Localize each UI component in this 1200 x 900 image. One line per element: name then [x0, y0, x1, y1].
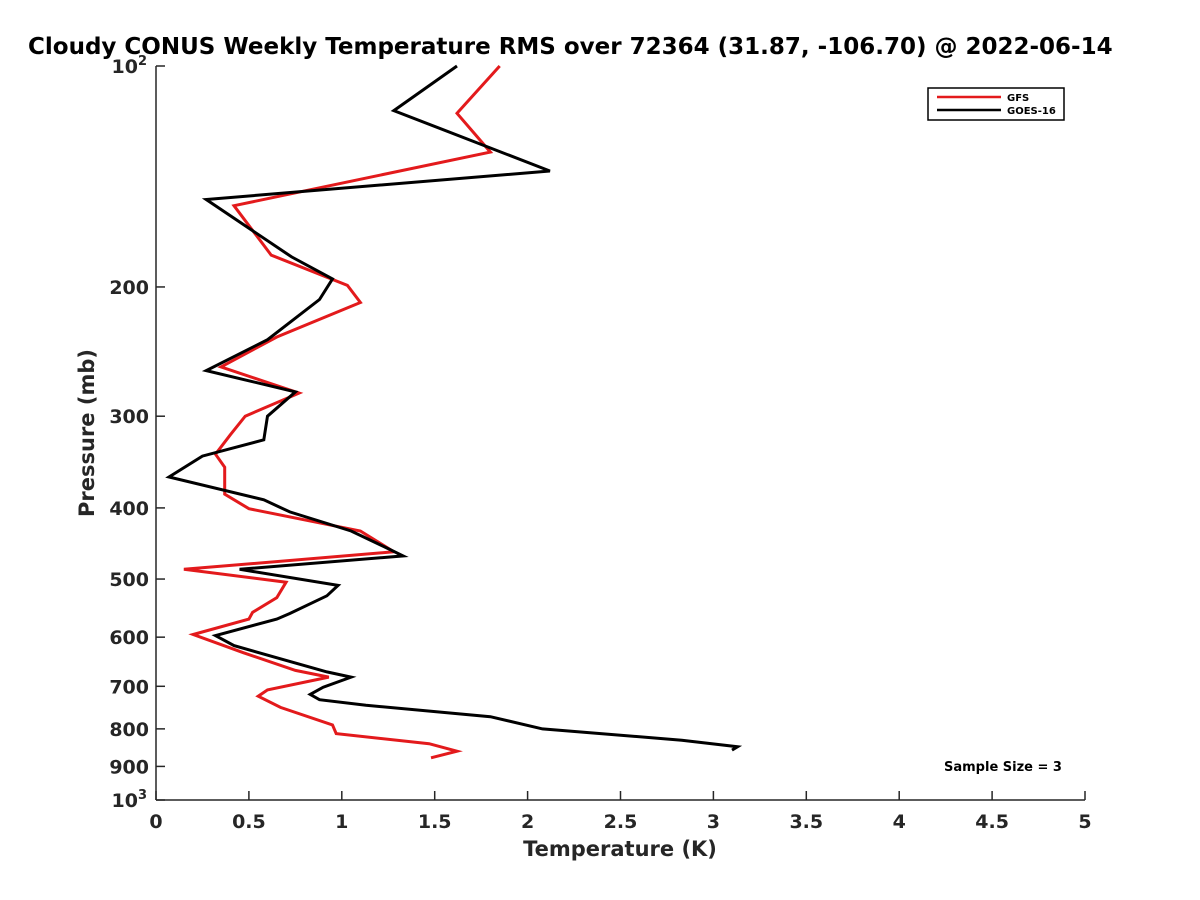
y-tick-label: 500	[109, 569, 149, 591]
x-tick-label: 1.5	[418, 811, 452, 833]
x-axis-title: Temperature (K)	[523, 837, 717, 861]
y-tick-label-power: 102	[112, 54, 148, 78]
x-tick-label: 4.5	[975, 811, 1009, 833]
y-tick-exponent: 3	[138, 788, 147, 803]
series-line-goes-16	[165, 64, 743, 752]
x-tick-label: 5	[1078, 811, 1091, 833]
y-tick-label: 200	[109, 277, 149, 299]
chart-title: Cloudy CONUS Weekly Temperature RMS over…	[28, 34, 1113, 60]
y-tick-exponent: 2	[138, 54, 147, 69]
x-tick-label: 2	[521, 811, 534, 833]
x-tick-label: 0	[149, 811, 162, 833]
legend: GFS GOES-16	[927, 87, 1065, 121]
x-tick-label: 4	[893, 811, 906, 833]
y-tick-base: 10	[112, 56, 138, 78]
sample-size-annotation: Sample Size = 3	[944, 760, 1062, 775]
y-tick-label: 800	[109, 719, 149, 741]
y-tick-label: 300	[109, 406, 149, 428]
y-tick-label-power: 103	[112, 788, 148, 812]
x-tick-label: 3	[707, 811, 720, 833]
x-tick-label: 2.5	[604, 811, 638, 833]
legend-box	[927, 87, 1065, 121]
plot-axes: 0 0.5 1 1.5 2 2.5 3 3.5 4 4.5 51022003004005006007…	[109, 54, 1091, 833]
x-tick-label: 0.5	[232, 811, 266, 833]
legend-label: GFS	[1007, 93, 1029, 104]
y-axis-title: Pressure (mb)	[75, 349, 99, 517]
x-tick-label: 1	[335, 811, 348, 833]
y-tick-label: 700	[109, 676, 149, 698]
plot-series	[165, 64, 743, 760]
legend-label: GOES-16	[1007, 106, 1056, 117]
y-tick-base: 10	[112, 790, 138, 812]
y-tick-label: 400	[109, 498, 149, 520]
x-tick-label: 3.5	[789, 811, 823, 833]
y-tick-label: 900	[109, 756, 149, 778]
y-tick-label: 600	[109, 627, 149, 649]
